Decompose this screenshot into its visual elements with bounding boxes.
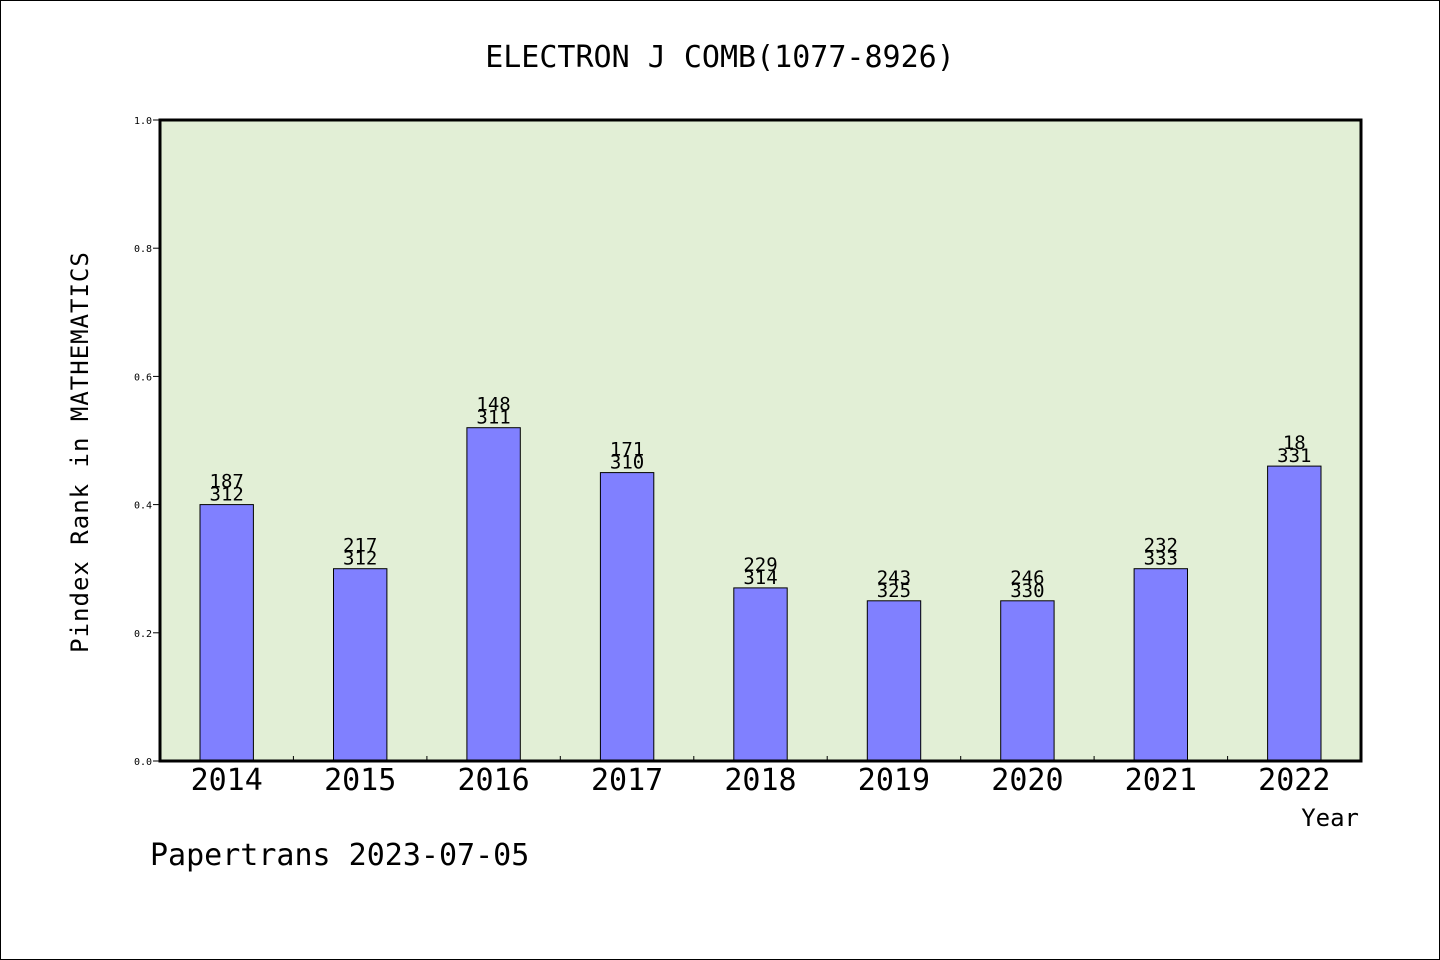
bar-total-label-2021: 333 bbox=[1144, 548, 1178, 570]
y-tick-label: 0.8 bbox=[134, 244, 152, 255]
y-axis: 0.0 0.2 0.4 0.6 0.8 1.0 bbox=[134, 116, 160, 768]
x-axis-label: Year bbox=[1301, 804, 1359, 832]
bar-rank-label-2022: 18 bbox=[1283, 432, 1306, 454]
bar-2022 bbox=[1267, 465, 1322, 762]
y-axis-label: Pindex Rank in MATHEMATICS bbox=[66, 251, 94, 653]
footer-credit: Papertrans 2023-07-05 bbox=[150, 838, 529, 873]
bar-rank-label-2020: 246 bbox=[1010, 567, 1044, 589]
bar-rank-label-2014: 187 bbox=[210, 471, 244, 493]
bar-2017 bbox=[599, 472, 655, 762]
y-tick-label: 1.0 bbox=[134, 116, 152, 127]
x-tick-label-2018: 2018 bbox=[724, 763, 796, 798]
bar-total-label-2014: 312 bbox=[210, 484, 244, 506]
bar-total-label-2019: 325 bbox=[877, 580, 911, 602]
x-tick-label-2014: 2014 bbox=[191, 763, 263, 798]
bar-2016 bbox=[466, 427, 521, 762]
bar-2021 bbox=[1133, 568, 1188, 762]
bar-total-label-2020: 330 bbox=[1010, 580, 1044, 602]
bar-rank-label-2018: 229 bbox=[743, 554, 777, 576]
y-tick-label: 0.4 bbox=[134, 501, 152, 512]
bar-2018 bbox=[733, 587, 788, 762]
bar-2015 bbox=[333, 568, 388, 762]
x-tick-label-2017: 2017 bbox=[591, 763, 663, 798]
bar-rank-label-2017: 171 bbox=[610, 439, 644, 461]
bar-2014 bbox=[199, 504, 254, 762]
bars-group bbox=[199, 427, 1322, 762]
bar-total-label-2015: 312 bbox=[343, 548, 377, 570]
y-tick-label: 0.2 bbox=[134, 629, 152, 640]
bar-rank-label-2016: 148 bbox=[476, 394, 510, 416]
x-tick-label-2022: 2022 bbox=[1258, 763, 1330, 798]
bar-total-label-2022: 331 bbox=[1277, 445, 1311, 467]
x-tick-label-2020: 2020 bbox=[991, 763, 1063, 798]
bar-2019 bbox=[866, 600, 922, 762]
x-axis: 2014 2015 2016 2017 2018 2019 2020 2021 2022 bbox=[191, 756, 1330, 798]
y-tick-label: 0.6 bbox=[134, 372, 152, 383]
y-tick-label: 0.0 bbox=[134, 757, 152, 768]
bar-rank-label-2021: 232 bbox=[1144, 535, 1178, 557]
bar-total-label-2018: 314 bbox=[743, 567, 777, 589]
x-tick-label-2015: 2015 bbox=[324, 763, 396, 798]
x-tick-label-2021: 2021 bbox=[1125, 763, 1197, 798]
bar-rank-label-2019: 243 bbox=[877, 567, 911, 589]
bar-rank-label-2015: 217 bbox=[343, 535, 377, 557]
plot-frame bbox=[158, 118, 1363, 763]
x-tick-label-2019: 2019 bbox=[858, 763, 930, 798]
chart-title: ELECTRON J COMB(1077-8926) bbox=[485, 40, 955, 75]
x-tick-label-2016: 2016 bbox=[457, 763, 529, 798]
bar-total-label-2016: 311 bbox=[476, 407, 510, 429]
bar-total-label-2017: 310 bbox=[610, 452, 644, 474]
bar-2020 bbox=[1000, 600, 1055, 762]
